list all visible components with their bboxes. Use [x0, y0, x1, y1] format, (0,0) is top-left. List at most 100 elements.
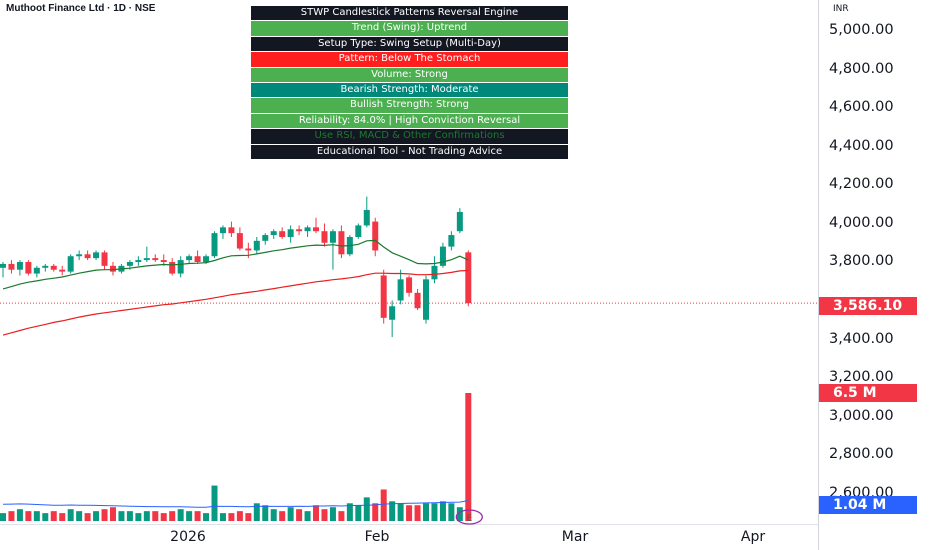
- candle-body: [313, 227, 320, 232]
- panel-row-confirmations: Use RSI, MACD & Other Confirmations: [251, 129, 568, 144]
- y-tick: 2,600.00: [829, 485, 894, 497]
- volume-last-tag: 6.5 M: [819, 384, 917, 402]
- ema-fast-line: [2, 239, 469, 290]
- symbol-header: Muthoot Finance Ltd · 1D · NSE: [6, 3, 156, 14]
- volume-bar: [33, 511, 40, 521]
- x-tick: Feb: [364, 529, 390, 545]
- volume-bar: [397, 503, 404, 521]
- volume-bar: [8, 511, 15, 521]
- volume-bar: [245, 513, 252, 521]
- pattern-info-panel: STWP Candlestick Patterns Reversal Engin…: [251, 6, 568, 160]
- price-axis[interactable]: INR 5,000.00 4,800.00 4,600.00 4,400.00 …: [819, 0, 932, 550]
- volume-bar: [101, 509, 108, 521]
- volume-bar: [152, 511, 159, 521]
- volume-bar: [160, 513, 167, 521]
- volume-bar: [203, 513, 210, 521]
- panel-row-setup: Setup Type: Swing Setup (Multi-Day): [251, 36, 568, 52]
- candle-body: [270, 231, 277, 236]
- volume-bar: [363, 497, 370, 521]
- candle-body: [228, 227, 235, 234]
- candle-body: [33, 267, 40, 274]
- panel-row-bearish: Bearish Strength: Moderate: [251, 82, 568, 98]
- volume-bar: [118, 511, 125, 521]
- candle-body: [287, 229, 294, 237]
- volume-bar: [262, 505, 269, 521]
- volume-bar: [236, 511, 243, 521]
- y-tick: 4,800.00: [829, 61, 894, 77]
- candle-body: [245, 248, 252, 251]
- candle-body: [59, 269, 66, 272]
- volume-bar: [270, 509, 277, 521]
- volume-bar: [431, 503, 438, 521]
- candle-body: [135, 260, 142, 262]
- volume-bar: [448, 503, 455, 521]
- candle-body: [67, 256, 74, 272]
- y-tick: 4,400.00: [829, 138, 894, 154]
- candle-body: [262, 235, 269, 241]
- candle-body: [109, 265, 116, 272]
- volume-bar: [456, 507, 463, 521]
- candle-body: [372, 221, 379, 251]
- candle-body: [25, 262, 32, 274]
- volume-bar: [423, 503, 429, 521]
- volume-bar: [389, 501, 396, 521]
- candle-body: [431, 265, 438, 280]
- currency-label[interactable]: INR: [833, 4, 849, 14]
- volume-bar: [296, 509, 303, 521]
- candle-body: [177, 260, 184, 274]
- candle-layer: [0, 196, 472, 338]
- candle-body: [169, 262, 176, 274]
- candle-body: [355, 225, 362, 237]
- candle-body: [126, 262, 133, 266]
- volume-bar: [279, 511, 286, 521]
- volume-bar: [372, 503, 379, 521]
- candle-body: [406, 277, 413, 293]
- y-tick: 3,000.00: [829, 408, 894, 424]
- panel-row-trend: Trend (Swing): Uptrend: [251, 21, 568, 36]
- candle-body: [448, 235, 455, 247]
- volume-bar: [126, 511, 133, 521]
- candle-body: [219, 227, 226, 234]
- volume-bar: [109, 507, 116, 521]
- panel-row-bullish: Bullish Strength: Strong: [251, 98, 568, 113]
- earnings-marker[interactable]: E: [455, 509, 483, 525]
- candle-body: [42, 265, 49, 268]
- volume-average-tag: 1.04 M: [819, 496, 917, 514]
- y-tick: 3,200.00: [829, 369, 894, 385]
- volume-bar: [67, 509, 74, 521]
- volume-bar: [253, 503, 260, 521]
- volume-bar: [346, 503, 353, 521]
- candle-body: [194, 256, 201, 262]
- volume-bar: [169, 511, 176, 521]
- candle-body: [338, 231, 345, 255]
- candle-body: [304, 227, 311, 232]
- candle-body: [152, 258, 159, 261]
- earnings-marker-label: E: [466, 514, 472, 524]
- volume-bar: [84, 513, 91, 521]
- candle-body: [0, 263, 6, 268]
- candle-body: [16, 262, 23, 270]
- panel-row-pattern: Pattern: Below The Stomach: [251, 52, 568, 67]
- volume-average-line: [2, 500, 469, 508]
- candle-body: [236, 233, 243, 249]
- volume-bar: [380, 489, 387, 521]
- candle-body: [465, 252, 472, 304]
- candle-body: [439, 246, 446, 266]
- volume-bar: [228, 513, 235, 521]
- volume-bar: [76, 511, 83, 521]
- volume-bar: [406, 505, 413, 521]
- candle-body: [211, 233, 218, 257]
- candle-body: [456, 211, 463, 232]
- panel-row-volume: Volume: Strong: [251, 67, 568, 82]
- x-tick: 2026: [170, 529, 206, 545]
- y-tick: 4,000.00: [829, 215, 894, 231]
- candle-body: [380, 275, 387, 318]
- y-tick: 3,400.00: [829, 331, 894, 347]
- candle-body: [8, 263, 15, 270]
- candle-body: [76, 254, 83, 257]
- panel-row-disclaimer: Educational Tool - Not Trading Advice: [251, 144, 568, 159]
- candle-body: [84, 254, 91, 259]
- panel-row-title: STWP Candlestick Patterns Reversal Engin…: [251, 6, 568, 21]
- volume-bar: [25, 511, 32, 521]
